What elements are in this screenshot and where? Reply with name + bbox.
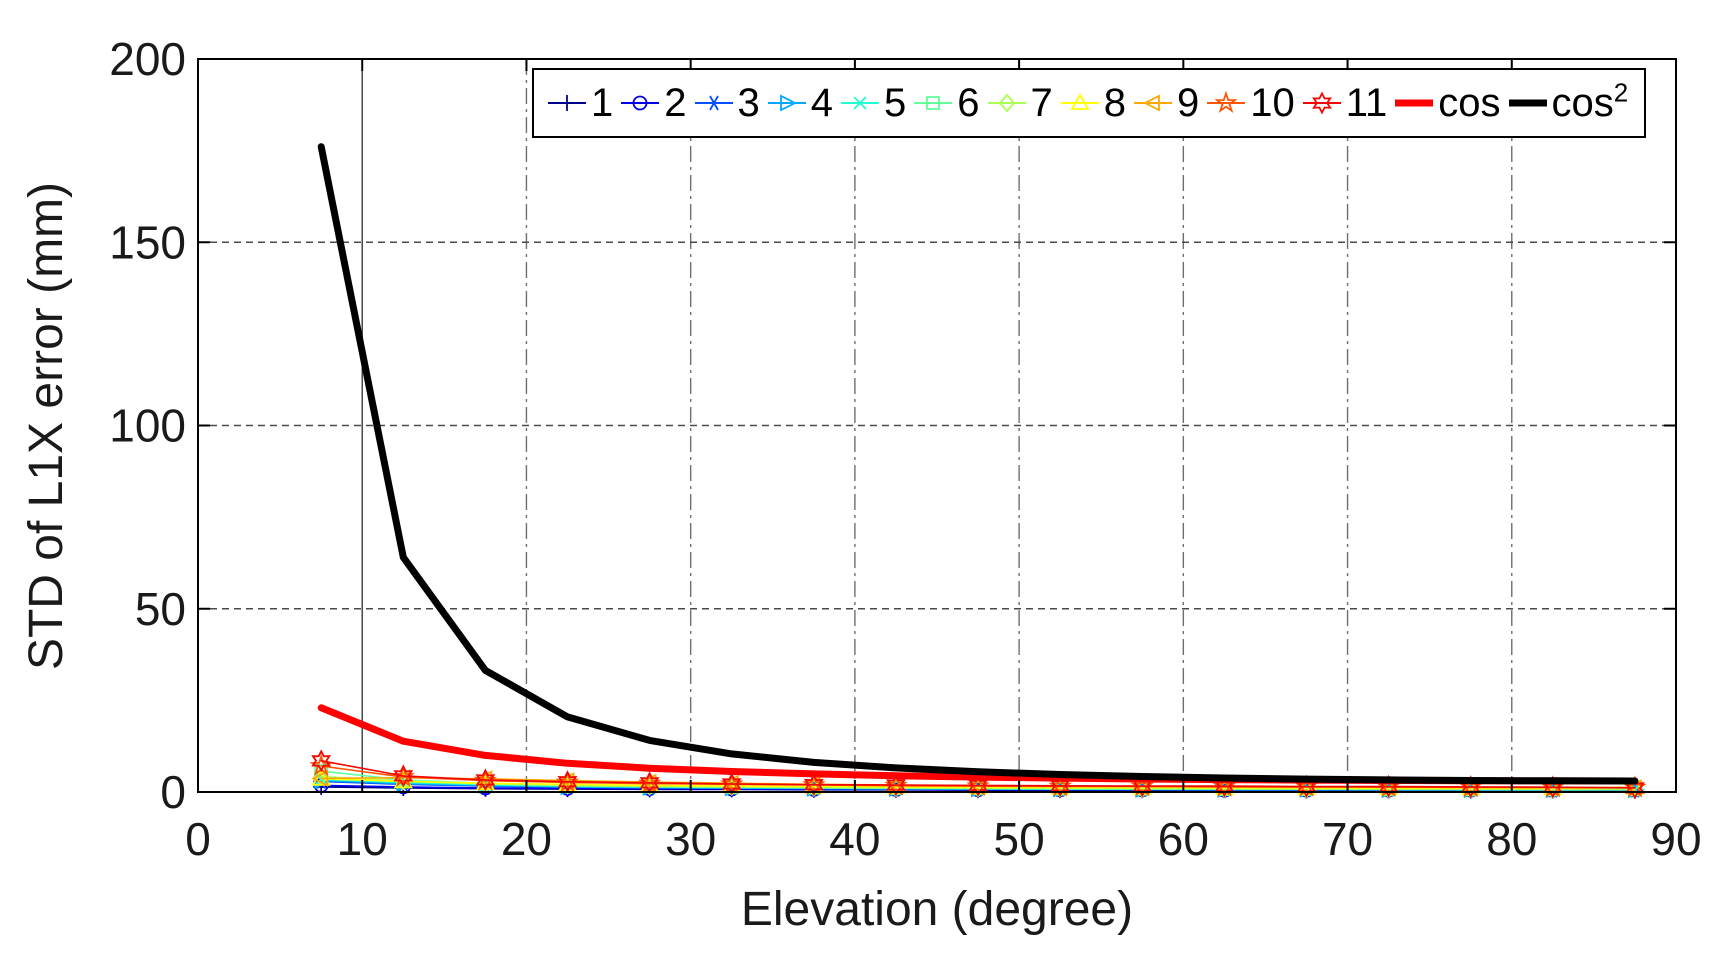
x-marker-icon bbox=[853, 96, 867, 110]
legend-label: 1 bbox=[591, 81, 614, 125]
y-tick-label: 50 bbox=[135, 583, 186, 635]
y-axis-label: STD of L1X error (mm) bbox=[20, 182, 73, 670]
legend-item-1: 1 bbox=[548, 83, 613, 123]
legend-line-sample bbox=[1060, 93, 1099, 110]
legend-line-sample bbox=[987, 93, 1026, 113]
legend-line-sample bbox=[1302, 91, 1341, 115]
series-line-7 bbox=[320, 775, 1636, 791]
x-axis-label: Elevation (degree) bbox=[741, 883, 1133, 936]
x-tick-label: 20 bbox=[501, 813, 552, 865]
legend-label: 3 bbox=[737, 81, 760, 125]
legend-line-sample bbox=[767, 94, 806, 112]
grid-layer bbox=[198, 59, 1676, 792]
asterisk-marker-icon bbox=[705, 95, 722, 111]
legend-item-2: 2 bbox=[621, 81, 687, 125]
legend-label: cos bbox=[1438, 81, 1501, 125]
triangle-left-marker-icon bbox=[311, 769, 329, 787]
square-marker-icon bbox=[926, 96, 941, 110]
x-tick-label: 10 bbox=[337, 813, 388, 865]
legend-label: 10 bbox=[1250, 81, 1295, 125]
legend-line-sample bbox=[1395, 99, 1434, 107]
y-tick-label: 200 bbox=[109, 33, 186, 85]
hexagram-marker-icon bbox=[475, 768, 496, 792]
triangle-up-marker-icon bbox=[1070, 93, 1090, 110]
legend-label: 9 bbox=[1177, 81, 1200, 125]
tick-label-layer: 0 10 20 30 40 50 60 70 80 90 0 50 100 150 200 bbox=[109, 33, 1701, 865]
hexagram-marker-icon bbox=[393, 764, 414, 788]
legend-label: 2 bbox=[664, 81, 687, 125]
legend-line-sample bbox=[914, 96, 953, 110]
x-tick-label: 70 bbox=[1322, 813, 1373, 865]
legend-item-5: 5 bbox=[841, 83, 906, 123]
legend-item-7: 7 bbox=[987, 81, 1053, 125]
legend-label: cos2 bbox=[1551, 77, 1629, 125]
series-cos2 bbox=[317, 143, 1639, 785]
legend-line-sample bbox=[841, 96, 879, 110]
y-tick-label: 150 bbox=[109, 216, 186, 268]
x-tick-label: 40 bbox=[829, 813, 880, 865]
legend-item-4: 4 bbox=[767, 81, 833, 125]
legend-label: 7 bbox=[1030, 81, 1053, 125]
legend-label: 11 bbox=[1345, 81, 1388, 125]
legend-line-sample bbox=[1134, 94, 1172, 112]
legend-label-superscript: 2 bbox=[1613, 77, 1629, 108]
hexagram-marker-icon bbox=[1311, 91, 1332, 115]
legend-label: 8 bbox=[1103, 81, 1126, 125]
legend-label: 5 bbox=[884, 81, 907, 125]
series-line-11 bbox=[320, 759, 1636, 789]
hexagram-marker-icon bbox=[721, 772, 742, 796]
legend-line-sample bbox=[1207, 90, 1246, 114]
legend-item-3: 3 bbox=[694, 81, 760, 125]
hexagram-marker-icon bbox=[311, 749, 332, 773]
legend-item-cos2: cos2 bbox=[1508, 77, 1629, 125]
legend-line-sample bbox=[694, 95, 733, 111]
legend-box: 1 2 3 4 5 6 7 8 9 10 11 cos cos2 bbox=[532, 68, 1647, 138]
triangle-right-marker-icon bbox=[779, 94, 797, 112]
x-tick-label: 80 bbox=[1486, 813, 1537, 865]
axis-layer bbox=[197, 58, 1677, 793]
legend-line-sample bbox=[548, 95, 586, 111]
x-tick-label: 90 bbox=[1650, 813, 1701, 865]
legend-item-8: 8 bbox=[1060, 81, 1126, 125]
pentagram-marker-icon bbox=[1214, 90, 1238, 114]
diamond-marker-icon bbox=[998, 93, 1015, 113]
triangle-left-marker-icon bbox=[1142, 94, 1160, 112]
y-tick-label: 100 bbox=[109, 400, 186, 452]
legend-line-sample bbox=[1508, 99, 1547, 107]
legend-item-11: 11 bbox=[1302, 81, 1388, 125]
hexagram-marker-icon bbox=[886, 773, 906, 797]
x-tick-label: 30 bbox=[665, 813, 716, 865]
y-tick-label: 0 bbox=[160, 766, 186, 818]
legend-label: 4 bbox=[810, 81, 833, 125]
x-tick-label: 0 bbox=[185, 813, 211, 865]
x-tick-label: 50 bbox=[994, 813, 1045, 865]
legend-item-9: 9 bbox=[1134, 83, 1199, 123]
legend-label: 6 bbox=[957, 81, 980, 125]
x-tick-label: 60 bbox=[1158, 813, 1209, 865]
hexagram-marker-icon bbox=[803, 773, 824, 797]
legend-line-sample bbox=[621, 95, 660, 111]
legend-item-6: 6 bbox=[914, 81, 980, 125]
series-line-cos2 bbox=[317, 143, 1639, 785]
plus-marker-icon bbox=[559, 95, 575, 111]
legend-item-cos: cos bbox=[1395, 81, 1501, 125]
circle-marker-icon bbox=[632, 95, 648, 111]
series-layer bbox=[309, 143, 1647, 800]
legend-item-10: 10 bbox=[1207, 83, 1295, 123]
